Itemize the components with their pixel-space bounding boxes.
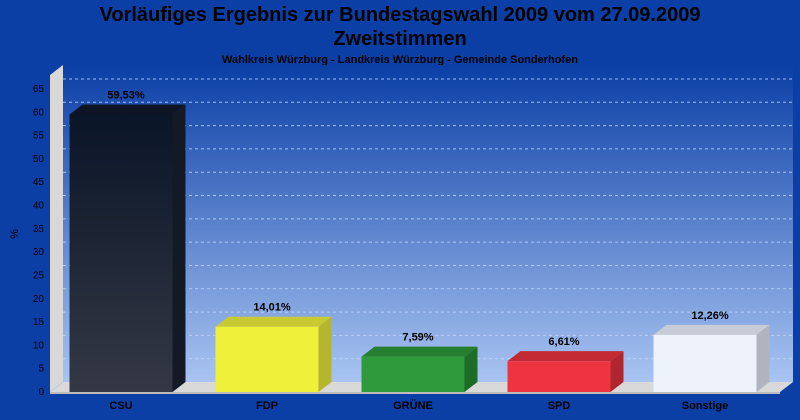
y-tick-label: 40 (33, 201, 45, 212)
bar-sonstige (653, 334, 757, 392)
value-label-csu: 59,53% (107, 89, 145, 101)
y-tick-label: 50 (33, 154, 45, 165)
bar-fdp (215, 326, 319, 392)
bar-top-fdp (215, 316, 332, 327)
plot-left-wall (50, 65, 63, 392)
y-tick-label: 60 (33, 107, 45, 118)
category-label-grüne: GRÜNE (393, 399, 433, 412)
value-label-sonstige: 12,26% (691, 310, 729, 322)
y-tick-label: 0 (38, 387, 44, 398)
bar-top-grüne (361, 346, 478, 357)
y-tick-label: 55 (33, 131, 45, 142)
y-tick-label: 25 (33, 270, 45, 281)
bar-csu (69, 114, 173, 393)
bar-side-sonstige (756, 324, 770, 392)
bar-side-fdp (318, 316, 332, 392)
chart-title-line2: Zweitstimmen (333, 28, 467, 50)
y-tick-label: 65 (33, 84, 45, 95)
y-axis-label: % (9, 229, 21, 239)
bar-side-grüne (464, 346, 478, 392)
chart-title-line1: Vorläufiges Ergebnis zur Bundestagswahl … (99, 4, 701, 26)
category-label-csu: CSU (109, 400, 132, 412)
y-tick-label: 10 (33, 340, 45, 351)
bar-top-sonstige (653, 324, 770, 335)
y-tick-label: 30 (33, 247, 45, 258)
category-label-fdp: FDP (256, 400, 278, 412)
bar-spd (507, 361, 611, 392)
plot-floor-edge (50, 392, 780, 394)
category-label-sonstige: Sonstige (682, 400, 728, 412)
bar-top-csu (69, 104, 186, 115)
chart-subtitle: Wahlkreis Würzburg - Landkreis Würzburg … (222, 54, 578, 66)
bar-top-spd (507, 351, 624, 362)
value-label-fdp: 14,01% (253, 302, 291, 314)
bar-side-csu (172, 104, 186, 393)
value-label-grüne: 7,59% (402, 332, 433, 344)
bar-side-spd (610, 351, 624, 392)
bar-grüne (361, 356, 465, 392)
value-label-spd: 6,61% (548, 336, 579, 348)
y-tick-label: 15 (33, 317, 45, 328)
category-label-spd: SPD (548, 400, 571, 412)
y-tick-label: 5 (38, 364, 44, 375)
y-tick-label: 45 (33, 177, 45, 188)
y-tick-label: 35 (33, 224, 45, 235)
y-tick-label: 20 (33, 294, 45, 305)
